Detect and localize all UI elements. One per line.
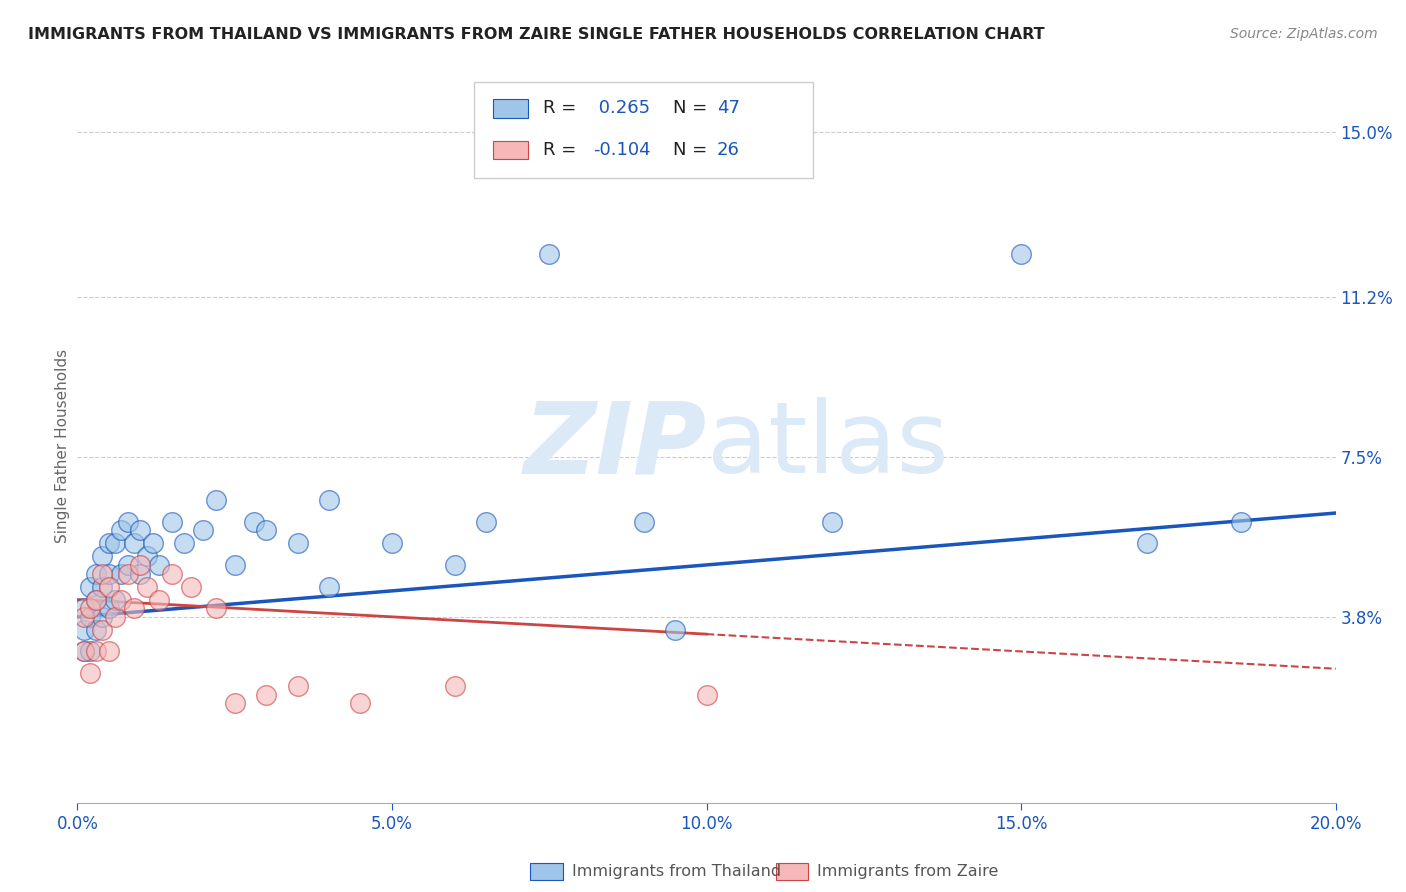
Point [79, 601, 101, 615]
Text: atlas: atlas [707, 398, 948, 494]
Point [191, 524, 215, 538]
Point [72, 644, 94, 658]
Text: 0.265: 0.265 [593, 100, 651, 118]
Text: R =: R = [543, 141, 576, 159]
FancyBboxPatch shape [776, 863, 808, 880]
Text: R =: R = [543, 100, 576, 118]
Point [349, 696, 371, 710]
Point [381, 536, 404, 550]
Point [97, 536, 120, 550]
Point [84, 566, 107, 581]
Point [224, 696, 246, 710]
FancyBboxPatch shape [474, 82, 814, 178]
Point [664, 623, 686, 637]
Point [84, 592, 107, 607]
Text: N =: N = [672, 100, 707, 118]
Point [117, 566, 139, 581]
Point [129, 524, 152, 538]
Point [318, 493, 340, 508]
Point [204, 493, 226, 508]
Point [72, 623, 94, 637]
Point [160, 566, 183, 581]
Point [180, 580, 202, 594]
Y-axis label: Single Father Households: Single Father Households [55, 349, 70, 543]
Point [129, 558, 152, 572]
Point [79, 644, 101, 658]
Point [148, 558, 170, 572]
Point [91, 566, 114, 581]
Point [318, 580, 340, 594]
Point [91, 623, 114, 637]
Point [117, 515, 139, 529]
Point [160, 515, 183, 529]
Point [1136, 536, 1159, 550]
Text: -0.104: -0.104 [593, 141, 651, 159]
Point [287, 536, 309, 550]
Point [148, 592, 170, 607]
Point [97, 580, 120, 594]
Point [1230, 515, 1253, 529]
Point [122, 536, 145, 550]
Point [538, 246, 561, 260]
Point [72, 644, 94, 658]
Point [72, 601, 94, 615]
Point [173, 536, 195, 550]
Point [97, 566, 120, 581]
Point [254, 688, 277, 702]
Point [242, 515, 264, 529]
Point [287, 679, 309, 693]
Point [135, 580, 157, 594]
Point [254, 524, 277, 538]
Point [91, 610, 114, 624]
Point [79, 610, 101, 624]
Point [84, 623, 107, 637]
Point [110, 524, 132, 538]
Point [224, 558, 246, 572]
Point [104, 536, 127, 550]
Text: Immigrants from Zaire: Immigrants from Zaire [817, 863, 998, 879]
Point [97, 601, 120, 615]
Point [135, 549, 157, 564]
FancyBboxPatch shape [530, 863, 562, 880]
Point [117, 558, 139, 572]
Point [110, 566, 132, 581]
Point [633, 515, 655, 529]
FancyBboxPatch shape [492, 99, 527, 118]
Point [72, 610, 94, 624]
Text: Immigrants from Thailand: Immigrants from Thailand [572, 863, 780, 879]
Point [104, 592, 127, 607]
Point [129, 566, 152, 581]
Point [142, 536, 165, 550]
Point [821, 515, 844, 529]
Point [91, 580, 114, 594]
Text: IMMIGRANTS FROM THAILAND VS IMMIGRANTS FROM ZAIRE SINGLE FATHER HOUSEHOLDS CORRE: IMMIGRANTS FROM THAILAND VS IMMIGRANTS F… [28, 27, 1045, 42]
Point [696, 688, 718, 702]
Point [79, 580, 101, 594]
Text: Source: ZipAtlas.com: Source: ZipAtlas.com [1230, 27, 1378, 41]
Point [84, 592, 107, 607]
Text: N =: N = [672, 141, 707, 159]
Point [104, 610, 127, 624]
Point [444, 679, 467, 693]
Text: 47: 47 [717, 100, 740, 118]
Point [91, 549, 114, 564]
Point [475, 515, 498, 529]
Point [204, 601, 226, 615]
Point [97, 644, 120, 658]
Text: 26: 26 [717, 141, 740, 159]
Point [110, 592, 132, 607]
FancyBboxPatch shape [492, 141, 527, 159]
Text: ZIP: ZIP [523, 398, 707, 494]
Point [1010, 246, 1032, 260]
Point [79, 666, 101, 681]
Point [122, 601, 145, 615]
Point [84, 644, 107, 658]
Point [444, 558, 467, 572]
